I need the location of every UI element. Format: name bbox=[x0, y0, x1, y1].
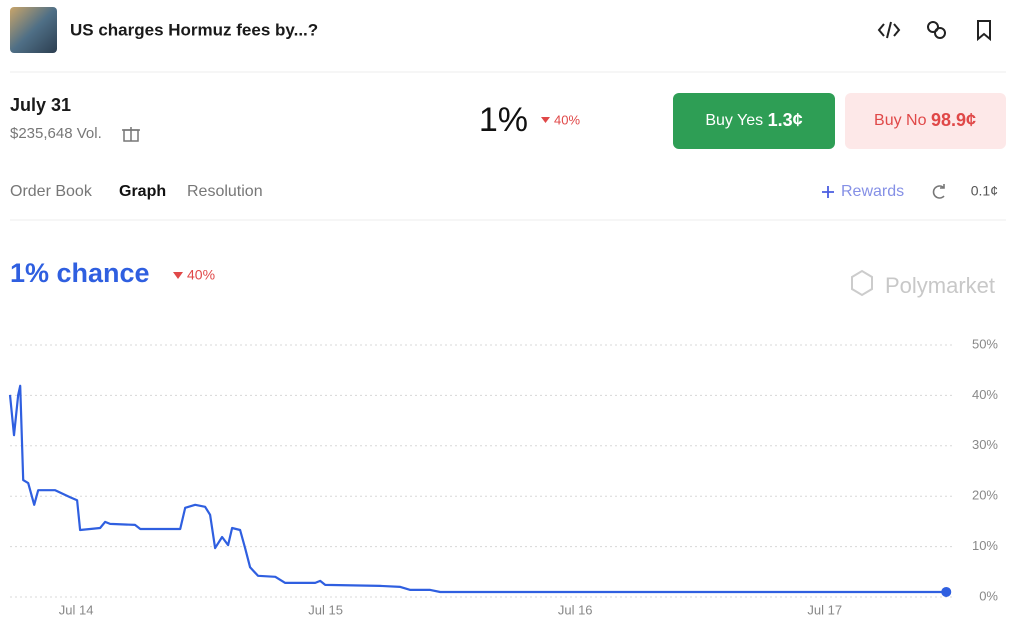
tab[interactable]: Resolution bbox=[187, 183, 263, 200]
tab-active[interactable]: Graph bbox=[119, 183, 166, 200]
refresh-icon[interactable] bbox=[932, 184, 945, 199]
x-tick-label: Jul 16 bbox=[558, 602, 593, 617]
tab[interactable]: Order Book bbox=[10, 183, 93, 200]
y-tick-label: 50% bbox=[972, 336, 998, 351]
plus-icon[interactable] bbox=[822, 186, 834, 198]
market-title: US charges Hormuz fees by...? bbox=[70, 20, 318, 39]
y-tick-label: 40% bbox=[972, 387, 998, 402]
chart-change: 40% bbox=[187, 267, 215, 283]
volume: $235,648 Vol. bbox=[10, 125, 102, 142]
watermark: Polymarket bbox=[885, 273, 995, 298]
watermark-logo bbox=[851, 269, 873, 297]
down-arrow bbox=[541, 117, 550, 123]
rewards-link[interactable]: Rewards bbox=[841, 183, 904, 200]
y-tick-label: 20% bbox=[972, 488, 998, 503]
header-icons[interactable] bbox=[877, 20, 991, 42]
buy-no-price[interactable]: 98.9¢ bbox=[931, 110, 976, 130]
buy-yes-label[interactable]: Buy Yes bbox=[705, 112, 763, 129]
x-tick-label: Jul 15 bbox=[308, 602, 343, 617]
buy-yes-text[interactable]: Buy Yes 1.3¢ bbox=[705, 110, 802, 130]
market-thumbnail bbox=[10, 7, 57, 53]
price-line bbox=[8, 384, 947, 594]
probability: 1% bbox=[479, 101, 528, 139]
gift-icon[interactable] bbox=[122, 127, 140, 142]
x-tick-label: Jul 17 bbox=[807, 602, 842, 617]
y-tick-label: 10% bbox=[972, 538, 998, 553]
y-tick-label: 0% bbox=[979, 588, 998, 603]
buy-yes-button[interactable] bbox=[673, 93, 835, 149]
tick-size: 0.1¢ bbox=[971, 183, 998, 199]
current-point bbox=[941, 586, 952, 597]
buy-no-label[interactable]: Buy No bbox=[874, 112, 927, 129]
outcome-date: July 31 bbox=[10, 95, 71, 115]
buy-no-button[interactable] bbox=[845, 93, 1006, 149]
chart-title: 1% chance bbox=[10, 258, 150, 288]
x-tick-label: Jul 14 bbox=[59, 602, 94, 617]
buy-no-text[interactable]: Buy No 98.9¢ bbox=[874, 110, 976, 130]
y-tick-label: 30% bbox=[972, 437, 998, 452]
plot: 0% 10% 20% 30% 40% 50% Jul 14 Jul 15 Jul 16 Jul 1… bbox=[8, 336, 998, 617]
probability-change: 40% bbox=[554, 112, 580, 127]
buy-yes-price[interactable]: 1.3¢ bbox=[768, 110, 803, 130]
down-arrow bbox=[173, 272, 183, 279]
